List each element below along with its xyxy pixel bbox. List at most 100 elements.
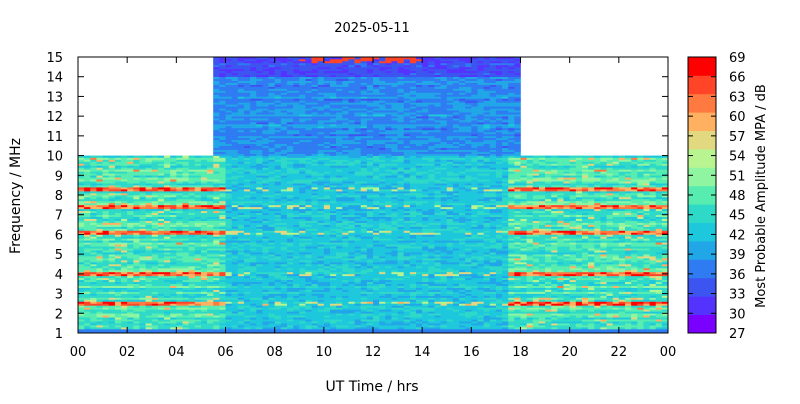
- heatmap-cell: [551, 291, 558, 294]
- heatmap-cell: [588, 246, 595, 249]
- heatmap-cell: [114, 327, 122, 330]
- heatmap-cell: [237, 250, 245, 253]
- heatmap-cell: [286, 291, 294, 294]
- heatmap-cell: [446, 327, 454, 330]
- heatmap-cell: [446, 303, 454, 306]
- heatmap-cell: [624, 297, 632, 300]
- heatmap-cell: [133, 281, 140, 285]
- heatmap-cell: [114, 258, 122, 261]
- heatmap-cell: [612, 327, 620, 330]
- heatmap-cell: [336, 317, 343, 320]
- heatmap-cell: [366, 327, 374, 330]
- heatmap-cell: [452, 273, 460, 277]
- heatmap-cell: [631, 299, 638, 302]
- heatmap-cell: [471, 325, 478, 328]
- heatmap-cell: [250, 331, 257, 333]
- heatmap-cell: [373, 317, 380, 320]
- heatmap-cell: [207, 262, 214, 265]
- heatmap-cell: [538, 331, 546, 333]
- heatmap-cell: [588, 283, 595, 286]
- heatmap-cell: [108, 299, 116, 302]
- heatmap-cell: [563, 321, 570, 324]
- heatmap-cell: [655, 271, 663, 275]
- heatmap-cell: [416, 244, 423, 247]
- heatmap-cell: [600, 260, 607, 263]
- heatmap-cell: [422, 236, 429, 239]
- heatmap-cell: [508, 305, 515, 308]
- heatmap-cell: [139, 262, 146, 265]
- heatmap-cell: [133, 264, 140, 267]
- heatmap-cell: [637, 285, 644, 288]
- heatmap-cell: [348, 273, 355, 277]
- heatmap-cell: [545, 277, 552, 281]
- heatmap-cell: [557, 309, 564, 312]
- heatmap-cell: [323, 234, 331, 237]
- heatmap-cell: [157, 301, 165, 304]
- heatmap-cell: [428, 258, 435, 261]
- heatmap-cell: [409, 242, 417, 245]
- heatmap-cell: [416, 317, 423, 320]
- heatmap-cell: [286, 279, 294, 283]
- heatmap-cell: [293, 234, 300, 237]
- heatmap-cell: [508, 273, 515, 277]
- heatmap-cell: [348, 277, 355, 281]
- heatmap-cell: [452, 287, 460, 290]
- heatmap-cell: [545, 309, 552, 312]
- heatmap-cell: [84, 319, 91, 322]
- heatmap-cell: [133, 258, 140, 261]
- heatmap-cell: [354, 297, 362, 300]
- heatmap-cell: [440, 258, 448, 261]
- heatmap-cell: [489, 317, 497, 320]
- heatmap-cell: [655, 273, 663, 277]
- heatmap-cell: [188, 273, 196, 277]
- heatmap-cell: [84, 236, 91, 239]
- heatmap-cell: [250, 269, 257, 273]
- heatmap-cell: [360, 329, 368, 332]
- heatmap-cell: [452, 232, 460, 235]
- heatmap-cell: [508, 279, 515, 283]
- heatmap-cell: [268, 303, 275, 306]
- heatmap-cell: [323, 254, 331, 257]
- heatmap-cell: [661, 321, 668, 324]
- heatmap-cell: [145, 258, 153, 261]
- heatmap-cell: [385, 321, 392, 324]
- heatmap-cell: [606, 252, 613, 255]
- heatmap-cell: [231, 287, 239, 290]
- heatmap-cell: [489, 269, 497, 273]
- heatmap-cell: [121, 246, 128, 249]
- heatmap-cell: [661, 293, 668, 296]
- heatmap-cell: [532, 305, 540, 308]
- heatmap-cell: [409, 325, 417, 328]
- heatmap-cell: [600, 315, 607, 318]
- heatmap-cell: [213, 281, 220, 285]
- heatmap-cell: [489, 301, 497, 304]
- heatmap-cell: [520, 273, 527, 277]
- heatmap-cell: [379, 317, 386, 320]
- heatmap-cell: [225, 234, 232, 237]
- heatmap-cell: [194, 325, 202, 328]
- heatmap-cell: [569, 269, 577, 273]
- heatmap-cell: [256, 248, 263, 251]
- heatmap-cell: [489, 277, 497, 281]
- heatmap-cell: [207, 238, 214, 241]
- heatmap-cell: [188, 305, 196, 308]
- heatmap-cell: [170, 279, 177, 283]
- heatmap-cell: [649, 236, 657, 239]
- heatmap-cell: [194, 271, 202, 275]
- heatmap-cell: [250, 297, 257, 300]
- heatmap-cell: [262, 250, 269, 253]
- heatmap-cell: [538, 283, 546, 286]
- heatmap-cell: [545, 281, 552, 285]
- heatmap-cell: [268, 313, 275, 316]
- heatmap-cell: [102, 295, 110, 298]
- heatmap-cell: [207, 260, 214, 263]
- heatmap-cell: [649, 265, 657, 269]
- heatmap-cell: [624, 325, 632, 328]
- heatmap-cell: [207, 311, 214, 314]
- heatmap-cell: [145, 297, 153, 300]
- heatmap-cell: [256, 301, 263, 304]
- heatmap-cell: [459, 275, 466, 279]
- heatmap-cell: [96, 273, 103, 277]
- heatmap-cell: [231, 271, 239, 275]
- heatmap-cell: [557, 315, 564, 318]
